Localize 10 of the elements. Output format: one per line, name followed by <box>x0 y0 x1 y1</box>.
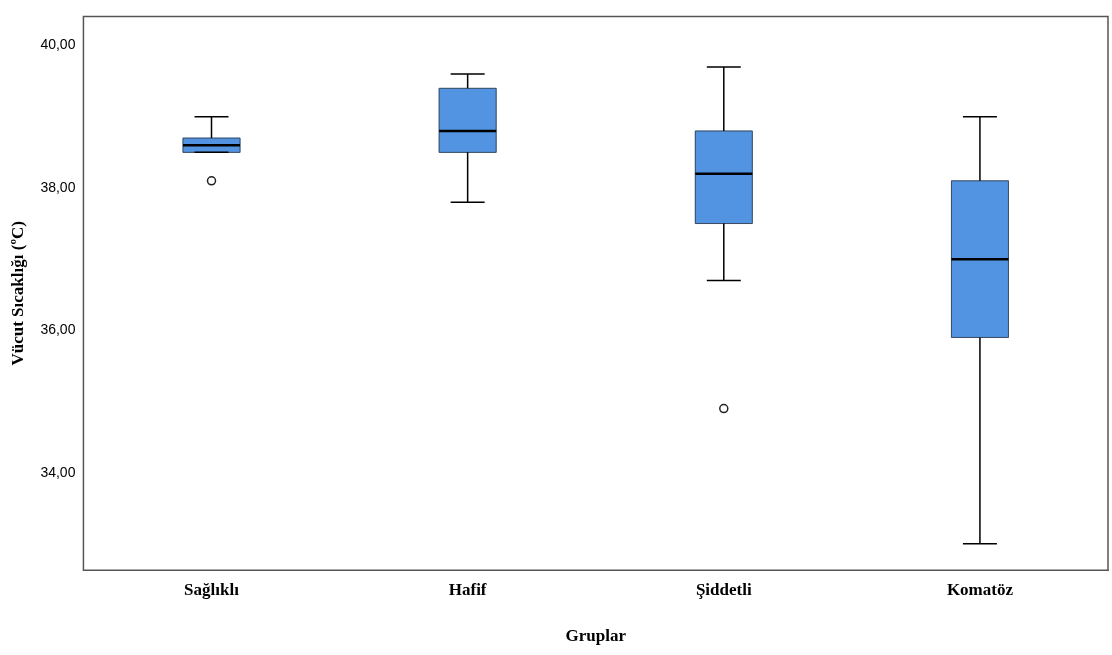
x-tick-label: Komatöz <box>946 579 1014 599</box>
y-tick-label: 36,00 <box>40 321 76 338</box>
y-tick-label: 34,00 <box>40 463 76 480</box>
x-tick-label: Sağlıklı <box>184 579 240 599</box>
x-tick-label: Şiddetli <box>695 579 752 599</box>
y-axis-title: Vücut Sıcaklığı (ºC) <box>7 221 27 366</box>
x-axis-title: Gruplar <box>565 626 627 646</box>
x-tick-label: Hafif <box>448 579 487 599</box>
y-tick-label: 38,00 <box>40 178 76 195</box>
y-tick-label: 40,00 <box>40 36 76 53</box>
